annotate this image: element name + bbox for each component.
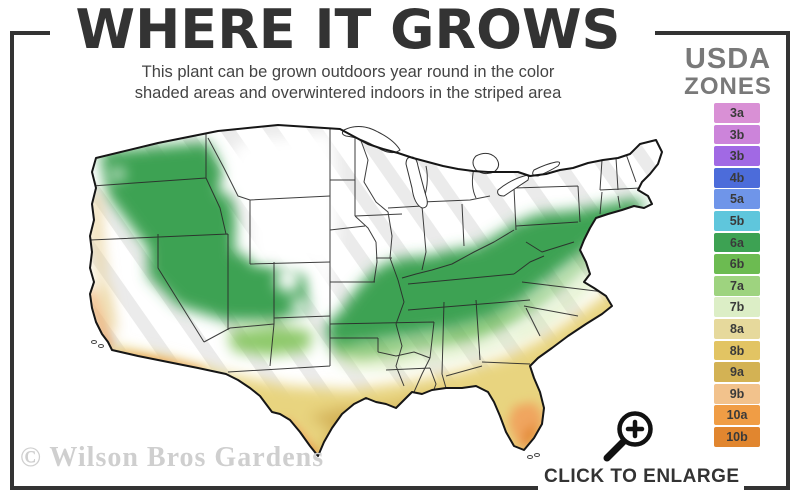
zone-legend: 3a 3b 3b 4b 5a 5b 6a 6b 7a 7b 8a 8b 9a 9b 10a 10b (714, 103, 760, 449)
zone-chip-6a: 6a (714, 232, 760, 253)
zone-chip-7a: 7a (714, 275, 760, 296)
zone-chip-5b: 5b (714, 210, 760, 231)
zone-chip-3a: 3a (714, 103, 760, 123)
zone-chip-7b: 7b (714, 297, 760, 318)
zone-chip-6b: 6b (714, 254, 760, 274)
subtitle-line-1: This plant can be grown outdoors year ro… (141, 63, 555, 81)
click-to-enlarge-label[interactable]: CLICK TO ENLARGE (544, 466, 740, 487)
subtitle: This plant can be grown outdoors year ro… (58, 62, 638, 104)
zoom-in-icon[interactable] (598, 408, 660, 466)
watermark: © Wilson Bros Gardens (20, 442, 325, 473)
usda-zone-map[interactable] (78, 116, 678, 466)
zone-chip-9a: 9a (714, 362, 760, 382)
frame-right (786, 31, 790, 490)
zone-chip-9b: 9b (714, 383, 760, 404)
frame-top-right (655, 31, 790, 35)
zone-chip-3b: 3b (714, 146, 760, 166)
page-title: WHERE IT GROWS (75, 0, 621, 61)
zone-chip-3b: 3b (714, 124, 760, 145)
zone-chip-10a: 10a (714, 405, 760, 426)
frame-top-left (10, 31, 50, 35)
legend-heading-zones: ZONES (684, 73, 772, 100)
legend-heading-usda: USDA (684, 43, 772, 75)
legend-heading: USDA ZONES (664, 44, 792, 100)
zone-chip-10b: 10b (714, 426, 760, 447)
great-lakes (341, 126, 561, 209)
zone-chip-5a: 5a (714, 189, 760, 210)
state-borders (90, 128, 641, 401)
zone-chip-8a: 8a (714, 318, 760, 339)
subtitle-line-2: shaded areas and overwintered indoors in… (134, 84, 562, 102)
zone-chip-4b: 4b (714, 167, 760, 188)
us-outline (89, 124, 663, 457)
islands (91, 340, 540, 459)
zone-chip-8b: 8b (714, 340, 760, 361)
frame-left (10, 31, 14, 490)
frame-bottom-right (744, 486, 790, 490)
frame-bottom-left (10, 486, 538, 490)
